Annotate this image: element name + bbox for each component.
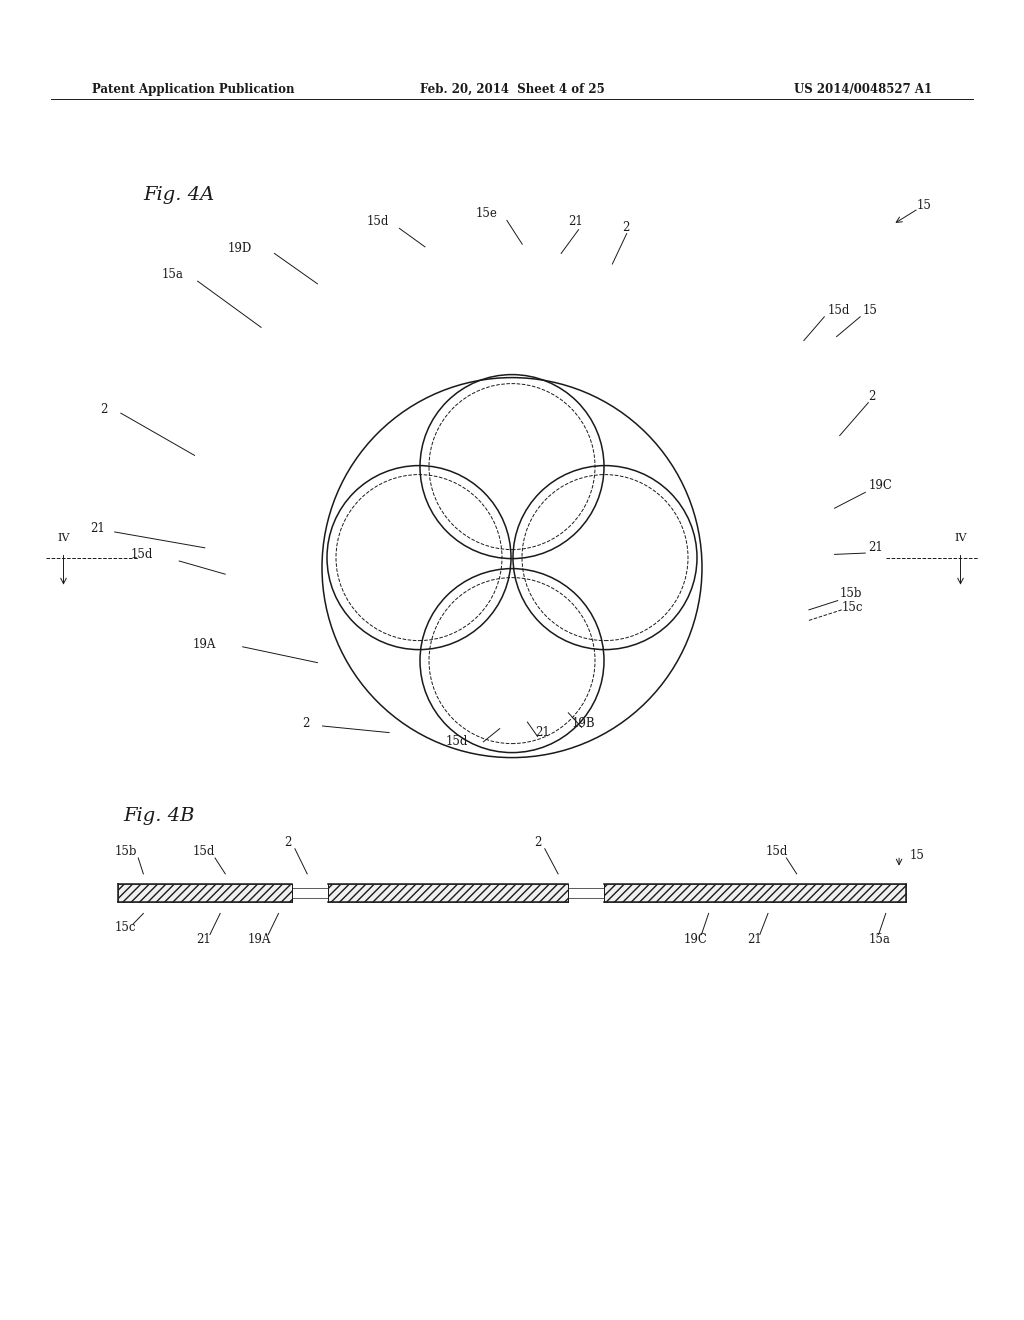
- Text: Fig. 4A: Fig. 4A: [143, 186, 215, 205]
- Text: 15b: 15b: [840, 587, 862, 601]
- Text: 2: 2: [100, 403, 108, 416]
- Text: 19A: 19A: [248, 933, 271, 946]
- Text: 15a: 15a: [162, 268, 183, 281]
- Text: 2: 2: [868, 389, 876, 403]
- Text: 19C: 19C: [684, 933, 708, 946]
- Text: 21: 21: [868, 541, 883, 554]
- Text: 15d: 15d: [766, 845, 788, 858]
- Text: 21: 21: [197, 933, 211, 946]
- Text: 2: 2: [285, 836, 292, 849]
- Text: 15: 15: [862, 304, 878, 317]
- Text: 19B: 19B: [571, 717, 595, 730]
- Text: IV: IV: [57, 532, 70, 543]
- Text: 15d: 15d: [827, 304, 850, 317]
- Text: 15: 15: [916, 199, 932, 213]
- Text: 2: 2: [535, 836, 542, 849]
- Text: 2: 2: [623, 220, 630, 234]
- Text: 21: 21: [536, 726, 550, 739]
- Bar: [118, 884, 292, 902]
- Bar: [604, 884, 906, 902]
- Text: 15c: 15c: [842, 601, 863, 614]
- Text: IV: IV: [954, 532, 967, 543]
- Text: 15c: 15c: [115, 921, 136, 935]
- Text: US 2014/0048527 A1: US 2014/0048527 A1: [794, 83, 932, 96]
- Text: 15b: 15b: [115, 845, 137, 858]
- Bar: [328, 884, 568, 902]
- Text: 19D: 19D: [227, 242, 252, 255]
- Text: 15d: 15d: [193, 845, 215, 858]
- Text: 19C: 19C: [868, 479, 892, 492]
- Text: 21: 21: [748, 933, 762, 946]
- Text: Fig. 4B: Fig. 4B: [123, 807, 195, 825]
- Text: 21: 21: [90, 521, 104, 535]
- Text: Feb. 20, 2014  Sheet 4 of 25: Feb. 20, 2014 Sheet 4 of 25: [420, 83, 604, 96]
- Text: 15: 15: [909, 849, 925, 862]
- Text: Patent Application Publication: Patent Application Publication: [92, 83, 295, 96]
- Text: 15a: 15a: [868, 933, 890, 946]
- Text: 15d: 15d: [445, 735, 468, 748]
- Text: 15e: 15e: [475, 207, 497, 220]
- Text: 19A: 19A: [193, 638, 216, 651]
- Text: 15d: 15d: [367, 215, 389, 228]
- Text: 2: 2: [302, 717, 309, 730]
- Text: 21: 21: [568, 215, 583, 228]
- Text: 15d: 15d: [131, 548, 154, 561]
